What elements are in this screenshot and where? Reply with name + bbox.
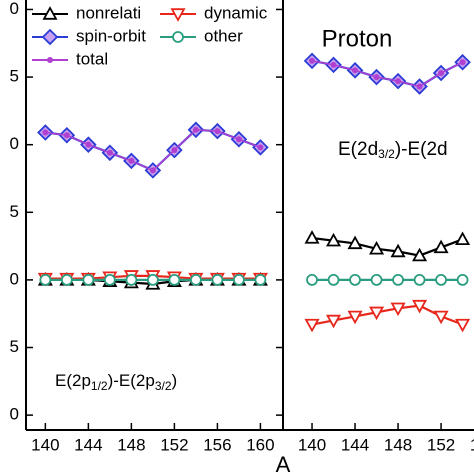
x-tick-label: 140 — [298, 435, 326, 454]
marker — [214, 128, 221, 135]
marker — [435, 274, 447, 286]
marker — [412, 299, 428, 314]
marker — [128, 157, 135, 164]
marker — [456, 274, 469, 286]
marker — [309, 57, 316, 64]
marker — [416, 83, 423, 90]
marker — [392, 274, 404, 286]
y-tick-label: 0 — [10, 0, 19, 18]
legend-label: nonrelati — [76, 3, 141, 22]
annotation: E(2p1/2)-E(2p3/2) — [55, 371, 177, 393]
x-tick-label: 156 — [203, 435, 231, 454]
marker — [42, 6, 58, 20]
annotation-part: ) — [172, 371, 178, 390]
y-tick-label: 5 — [10, 202, 19, 221]
x-tick-label: 140 — [31, 435, 59, 454]
marker — [433, 239, 449, 254]
y-tick-label: 5 — [10, 67, 19, 86]
marker — [413, 274, 426, 286]
x-tick-label: 160 — [246, 435, 274, 454]
legend-label: dynamic — [204, 3, 268, 22]
marker — [304, 318, 320, 333]
marker — [172, 31, 184, 43]
marker — [60, 274, 73, 286]
marker — [326, 232, 342, 247]
marker — [459, 59, 466, 66]
marker — [254, 274, 267, 286]
annotation: E(2d3/2)-E(2d — [338, 139, 448, 161]
marker — [171, 147, 178, 154]
marker — [168, 274, 181, 286]
legend-label: spin-orbit — [76, 26, 146, 45]
marker — [82, 274, 95, 286]
marker — [306, 274, 318, 286]
x-tick-label: 144 — [341, 435, 369, 454]
marker — [63, 132, 70, 139]
annotation-part: E(2p — [55, 371, 91, 390]
marker — [327, 274, 340, 286]
annotation-part: E(2d — [338, 139, 378, 160]
marker — [369, 306, 385, 321]
series-line — [311, 60, 463, 88]
annotation-part: 3/2 — [155, 379, 172, 393]
annotation-part: 3/2 — [378, 147, 395, 161]
marker — [349, 274, 361, 286]
annotation-part: )-E(2d — [395, 139, 448, 160]
marker — [326, 314, 342, 329]
marker — [347, 310, 363, 325]
marker — [42, 129, 49, 136]
legend-label: other — [204, 26, 243, 45]
marker — [330, 61, 337, 68]
marker — [433, 310, 449, 325]
marker — [304, 230, 320, 244]
marker — [233, 274, 245, 286]
marker — [352, 67, 359, 74]
annotation-part: 1/2 — [91, 379, 108, 393]
marker — [390, 243, 406, 258]
marker — [146, 274, 159, 286]
marker — [438, 70, 445, 77]
marker — [455, 318, 471, 333]
x-tick-label: 148 — [117, 435, 145, 454]
marker — [189, 274, 202, 286]
marker — [125, 274, 138, 286]
marker — [235, 136, 242, 143]
marker — [369, 240, 385, 255]
marker — [412, 247, 428, 262]
marker — [106, 149, 113, 156]
marker — [211, 274, 224, 286]
x-tick-label: 152 — [427, 435, 455, 454]
x-tick-label: 144 — [74, 435, 102, 454]
x-axis-label: A — [276, 452, 291, 474]
marker — [395, 78, 402, 85]
annotation-part: )-E(2p — [108, 371, 155, 390]
x-tick-label: 156 — [470, 435, 474, 454]
marker — [390, 302, 406, 317]
marker — [41, 28, 59, 46]
marker — [192, 126, 199, 133]
marker — [373, 74, 380, 81]
legend-label: total — [76, 49, 108, 68]
x-tick-label: 152 — [160, 435, 188, 454]
marker — [347, 235, 363, 250]
y-tick-label: 0 — [10, 269, 19, 288]
x-tick-label: 148 — [384, 435, 412, 454]
marker — [170, 8, 186, 22]
marker — [257, 144, 264, 151]
marker — [370, 274, 383, 286]
y-tick-label: 0 — [10, 134, 19, 153]
marker — [47, 57, 53, 63]
marker — [455, 231, 471, 246]
marker — [103, 274, 116, 286]
y-tick-label: 0 — [10, 405, 19, 424]
marker — [85, 141, 92, 148]
y-tick-label: 5 — [10, 337, 19, 356]
marker — [149, 167, 156, 174]
marker — [39, 274, 52, 286]
chart-title: Proton — [322, 25, 393, 52]
